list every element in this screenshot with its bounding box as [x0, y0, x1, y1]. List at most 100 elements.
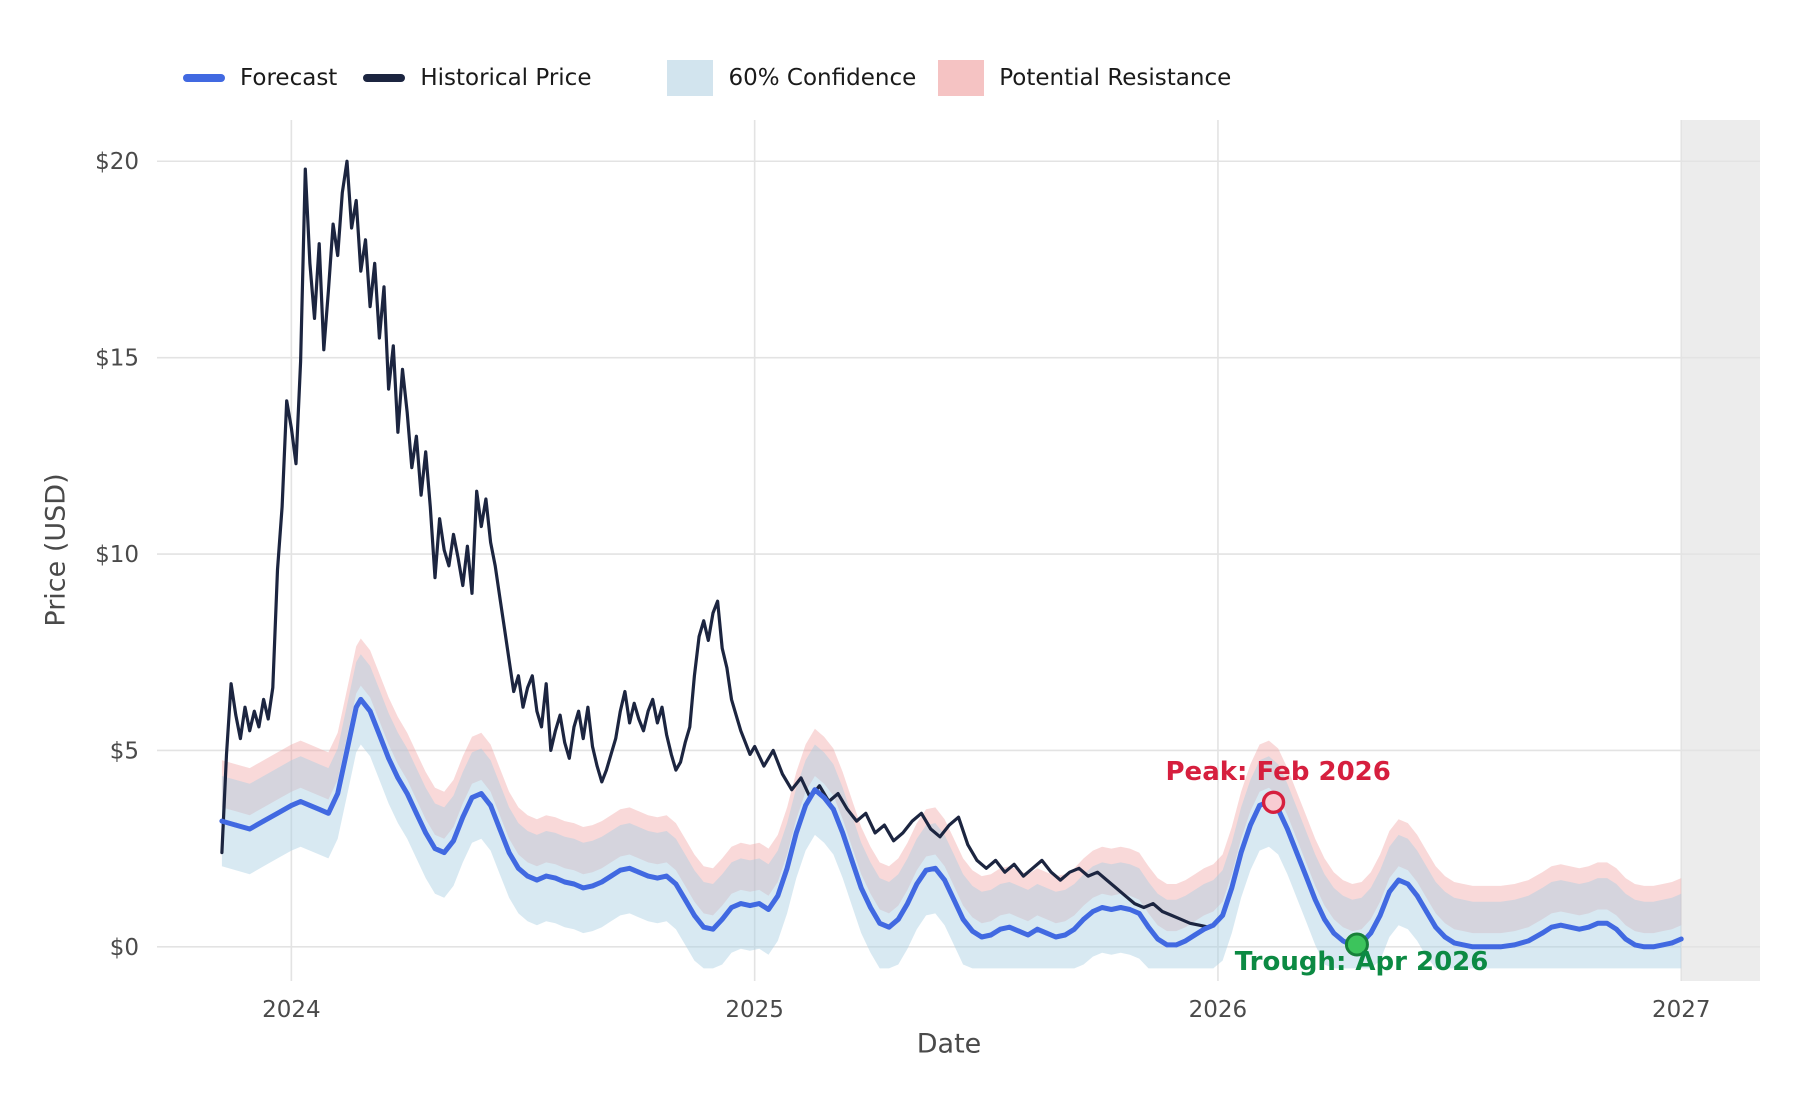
forecast-point: [933, 866, 938, 871]
forecast-point: [1257, 803, 1262, 808]
forecast-point: [886, 924, 892, 930]
forecast-point: [1109, 907, 1114, 912]
legend-item-resistance: Potential Resistance: [938, 60, 1231, 96]
trough-annotation: Trough: Apr 2026: [1234, 946, 1489, 977]
forecast-point: [1414, 893, 1420, 899]
forecast-point: [719, 917, 725, 922]
forecast-point: [326, 811, 331, 816]
forecast-point: [868, 905, 873, 910]
forecast-point: [710, 926, 716, 932]
forecast-point: [1660, 942, 1665, 948]
forecast-point: [414, 811, 419, 816]
forecast-point: [1127, 907, 1133, 912]
forecast-point: [1118, 905, 1123, 910]
forecast-point: [1498, 944, 1503, 950]
forecast-point: [858, 885, 864, 891]
forecast-point: [1651, 944, 1656, 950]
forecast-point: [627, 866, 632, 871]
forecast-point: [1192, 932, 1198, 938]
forecast-point: [377, 732, 382, 737]
forecast-point: [997, 926, 1003, 932]
y-tick-label: $0: [110, 935, 139, 961]
forecast-point: [460, 814, 466, 820]
forecast-point: [729, 905, 734, 910]
forecast-point: [358, 697, 364, 702]
forecast-point: [1322, 917, 1327, 922]
forecast-point: [673, 881, 679, 887]
legend-label-confidence: 60% Confidence: [728, 65, 917, 91]
forecast-point: [988, 932, 994, 938]
forecast-point: [1512, 942, 1517, 948]
forecast-point: [432, 846, 438, 851]
forecast-point: [1238, 850, 1244, 855]
forecast-point: [1461, 942, 1466, 948]
forecast-point: [344, 748, 350, 753]
forecast-point: [1211, 922, 1216, 928]
forecast-line-swatch: [183, 74, 225, 82]
forecast-point: [1053, 934, 1059, 940]
legend-item-confidence: 60% Confidence: [667, 60, 916, 96]
forecast-point: [367, 708, 373, 714]
forecast-point: [479, 791, 484, 796]
y-tick-label: $15: [95, 346, 139, 372]
forecast-point: [543, 873, 549, 879]
forecast-point: [590, 883, 595, 889]
confidence-band-swatch: [667, 60, 714, 96]
forecast-point: [1451, 940, 1457, 946]
x-tick-label: 2027: [1652, 997, 1711, 1023]
forecast-point: [562, 879, 567, 885]
forecast-point: [1470, 944, 1476, 950]
forecast-point: [1164, 942, 1170, 948]
forecast-point: [812, 787, 818, 792]
forecast-line: [219, 696, 1684, 950]
forecast-point: [451, 838, 456, 844]
historical-line-swatch: [363, 74, 406, 82]
forecast-point: [923, 867, 929, 873]
forecast-point: [1433, 924, 1438, 930]
forecast-point: [298, 799, 303, 804]
no-data-shade: [1681, 120, 1760, 981]
forecast-point: [1368, 930, 1374, 936]
forecast-point: [1183, 938, 1188, 944]
legend-label-resistance: Potential Resistance: [999, 65, 1232, 91]
forecast-point: [1136, 911, 1142, 916]
forecast-point: [1424, 909, 1429, 914]
forecast-point: [1586, 924, 1591, 930]
forecast-point: [960, 917, 966, 922]
forecast-point: [1442, 934, 1448, 940]
forecast-point: [335, 791, 341, 796]
x-tick-label: 2026: [1189, 997, 1248, 1023]
forecast-point: [497, 826, 503, 832]
forecast-point: [1146, 924, 1151, 930]
forecast-point: [1632, 942, 1638, 948]
legend-item-forecast: Forecast: [183, 65, 337, 91]
y-tick-label: $20: [95, 149, 139, 175]
forecast-point: [655, 875, 660, 881]
forecast-point: [1303, 873, 1309, 879]
x-tick-label: 2024: [262, 997, 321, 1023]
legend-label-forecast: Forecast: [240, 65, 338, 91]
resistance-band-swatch: [938, 60, 985, 96]
forecast-point: [219, 818, 225, 824]
forecast-point: [353, 704, 359, 710]
forecast-point: [803, 803, 808, 808]
forecast-point: [664, 873, 669, 879]
band-confidence: [221, 654, 1682, 969]
forecast-point: [1340, 938, 1346, 944]
y-tick-label: $10: [95, 542, 139, 568]
forecast-point: [849, 858, 855, 863]
forecast-point: [775, 893, 781, 899]
forecast-point: [1678, 936, 1684, 942]
forecast-point: [469, 795, 475, 800]
forecast-point: [618, 867, 623, 873]
forecast-point: [1062, 932, 1068, 938]
forecast-point: [1220, 913, 1225, 918]
forecast-point: [1387, 889, 1392, 895]
forecast-point: [1007, 924, 1012, 930]
forecast-point: [1229, 885, 1235, 891]
forecast-point: [1090, 909, 1096, 914]
forecast-point: [289, 803, 294, 808]
forecast-point: [404, 791, 410, 796]
